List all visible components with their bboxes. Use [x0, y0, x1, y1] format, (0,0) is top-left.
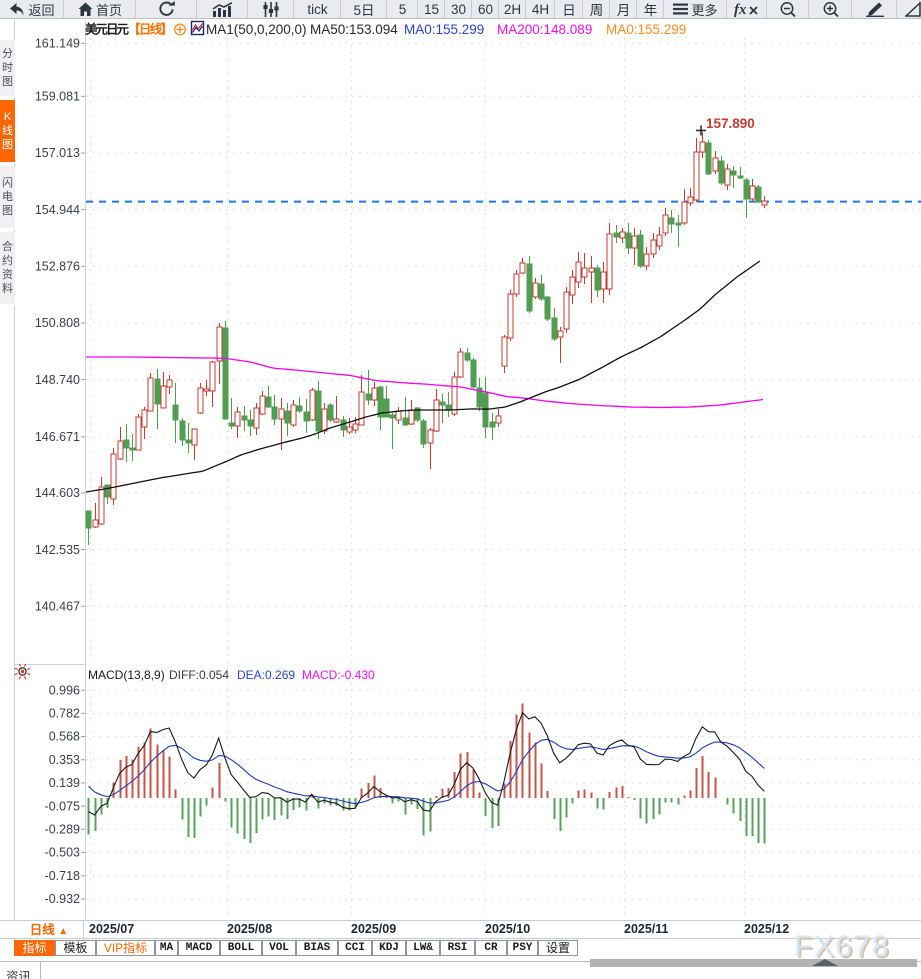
svg-text:150.808: 150.808: [35, 316, 80, 330]
svg-text:0.782: 0.782: [49, 707, 80, 721]
svg-text:【日线】: 【日线】: [128, 22, 173, 37]
svg-text:157.890: 157.890: [706, 116, 755, 131]
svg-text:0.996: 0.996: [49, 683, 80, 697]
svg-text:-0.075: -0.075: [45, 799, 80, 813]
svg-text:-0.932: -0.932: [45, 892, 80, 906]
svg-text:fx: fx: [734, 2, 747, 17]
svg-text:0.353: 0.353: [49, 753, 80, 767]
svg-text:MA200:148.089: MA200:148.089: [497, 22, 592, 37]
svg-text:-0.503: -0.503: [45, 846, 80, 860]
svg-text:美元日元: 美元日元: [85, 22, 129, 37]
svg-text:146.671: 146.671: [35, 430, 80, 444]
svg-text:0.139: 0.139: [49, 776, 80, 790]
svg-text:157.013: 157.013: [35, 146, 80, 160]
svg-text:MA1(50,0,200,0): MA1(50,0,200,0): [206, 22, 307, 37]
svg-text:0.568: 0.568: [49, 730, 80, 744]
svg-text:MA50:153.094: MA50:153.094: [310, 22, 398, 37]
svg-text:140.467: 140.467: [35, 600, 80, 614]
svg-text:DEA:0.269: DEA:0.269: [237, 668, 295, 682]
svg-text:159.081: 159.081: [35, 90, 80, 104]
svg-text:-0.718: -0.718: [45, 869, 80, 883]
svg-text:MACD(13,8,9): MACD(13,8,9): [88, 668, 165, 682]
svg-text:154.944: 154.944: [35, 203, 80, 217]
svg-text:144.603: 144.603: [35, 486, 80, 500]
svg-text:MA0:155.299: MA0:155.299: [404, 22, 484, 37]
svg-text:161.149: 161.149: [35, 37, 80, 51]
svg-text:148.740: 148.740: [35, 373, 80, 387]
svg-text:152.876: 152.876: [35, 260, 80, 274]
svg-text:142.535: 142.535: [35, 543, 80, 557]
svg-text:MACD:-0.430: MACD:-0.430: [302, 668, 375, 682]
svg-text:MA0:155.299: MA0:155.299: [606, 22, 686, 37]
svg-text:-0.289: -0.289: [45, 823, 80, 837]
svg-text:DIFF:0.054: DIFF:0.054: [169, 668, 229, 682]
